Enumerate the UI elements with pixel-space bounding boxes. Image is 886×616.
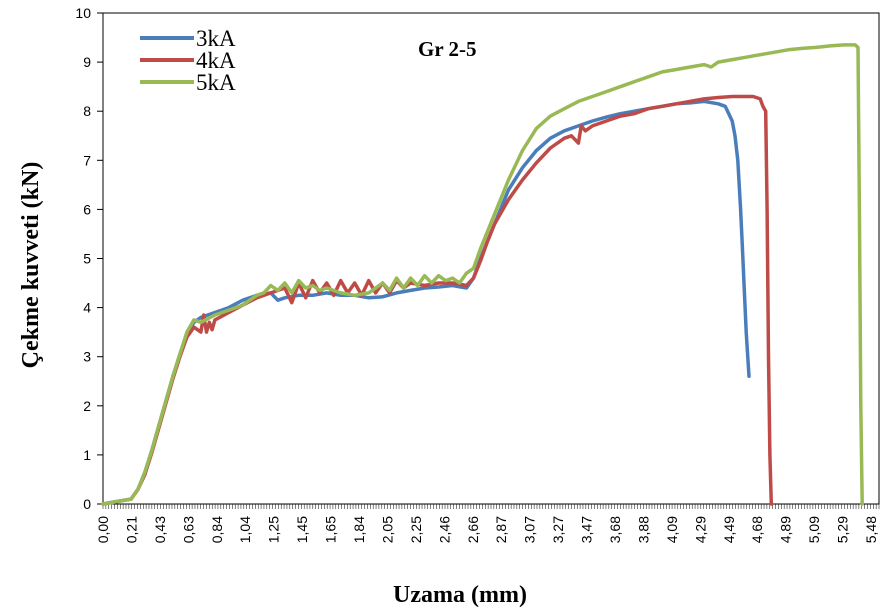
series-line-4ka: [101, 94, 774, 506]
legend-label-4ka: 4kA: [196, 48, 236, 73]
series-line-3ka: [101, 99, 751, 506]
x-tick-label: 1,65: [323, 516, 339, 543]
x-tick-label: 3,68: [607, 516, 623, 543]
chart-title: Gr 2-5: [418, 37, 477, 61]
x-tick-label: 0,00: [95, 516, 111, 543]
x-tick-label: 3,27: [550, 516, 566, 543]
y-axis-title: Çekme kuvveti (kN): [18, 162, 44, 369]
y-tick-label: 9: [83, 54, 91, 70]
x-tick-label: 3,88: [635, 516, 651, 543]
x-tick-label: 4,09: [664, 516, 680, 543]
y-tick-label: 1: [83, 447, 91, 463]
x-tick-label: 5,29: [835, 516, 851, 543]
x-tick-label: 1,25: [266, 516, 282, 543]
x-tick-label: 4,68: [749, 516, 765, 543]
y-tick-label: 8: [83, 103, 91, 119]
x-tick-label: 5,48: [863, 516, 879, 543]
y-axis: 0 1 2 3 4 5 6 7 8 9 10: [75, 5, 103, 512]
x-tick-label: 4,29: [692, 516, 708, 543]
x-tick-label: 1,84: [351, 516, 367, 543]
y-tick-label: 2: [83, 398, 91, 414]
x-axis-title: Uzama (mm): [393, 582, 527, 608]
legend-label-3ka: 3kA: [196, 26, 236, 51]
x-tick-label: 4,49: [721, 516, 737, 543]
y-tick-label: 3: [83, 349, 91, 365]
y-tick-label: 0: [83, 496, 91, 512]
x-tick-label: 1,45: [294, 516, 310, 543]
legend-label-5ka: 5kA: [196, 70, 236, 95]
series-layer: [101, 43, 864, 506]
y-tick-label: 6: [83, 201, 91, 217]
y-tick-label: 5: [83, 251, 91, 267]
x-tick-label: 2,66: [465, 516, 481, 543]
x-tick-label: 1,04: [237, 516, 253, 543]
x-axis: 0,00 0,21 0,43 0,63 0,84 1,04 1,25 1,45 1,65 1,84…: [95, 504, 880, 543]
x-tick-label: 2,25: [408, 516, 424, 543]
x-tick-label: 2,87: [493, 516, 509, 543]
series-line-5ka: [101, 43, 864, 506]
x-tick-label: 0,21: [123, 516, 139, 543]
y-tick-label: 7: [83, 152, 91, 168]
x-tick-label: 4,89: [778, 516, 794, 543]
x-minor-ticks: [102, 504, 880, 509]
x-tick-label: 2,05: [379, 516, 395, 543]
x-tick-label: 2,46: [436, 516, 452, 543]
y-tick-label: 4: [83, 300, 91, 316]
x-tick-label: 0,63: [180, 516, 196, 543]
x-tick-label: 0,84: [209, 516, 225, 543]
x-tick-label: 3,47: [579, 516, 595, 543]
x-tick-label: 0,43: [152, 516, 168, 543]
x-tick-label: 3,07: [522, 516, 538, 543]
y-tick-label: 10: [75, 5, 91, 21]
x-tick-label: 5,09: [806, 516, 822, 543]
